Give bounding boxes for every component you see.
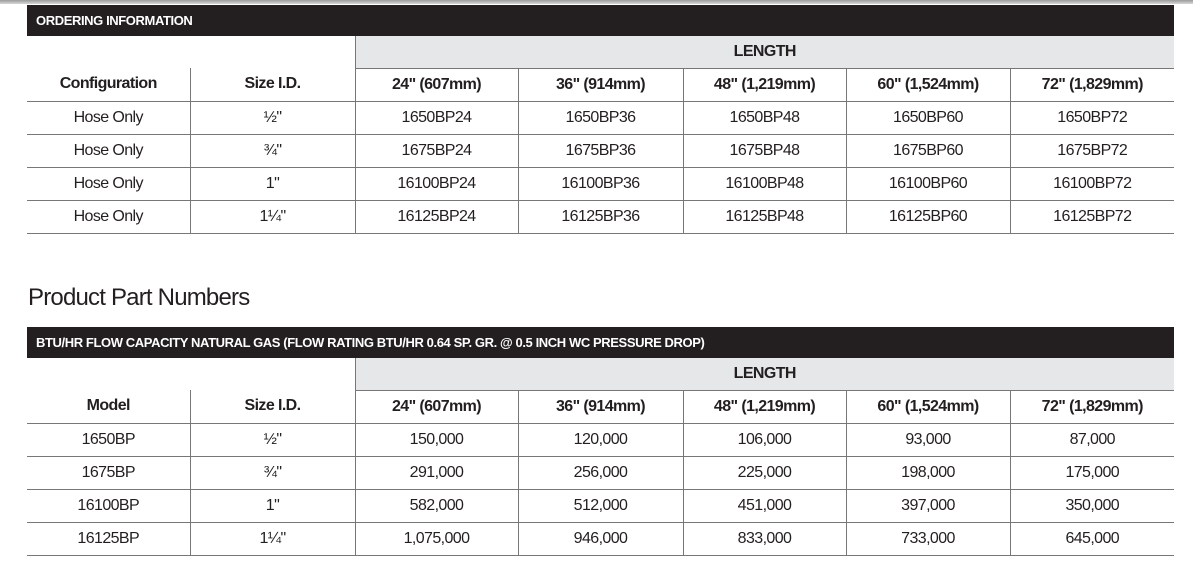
table-cell: ½" — [189, 423, 355, 457]
column-header: 72" (1,829mm) — [1009, 68, 1175, 102]
table-cell: 16125BP36 — [517, 200, 683, 234]
table-cell: 1650BP48 — [682, 101, 846, 135]
length-group-header: LENGTH — [354, 36, 1175, 69]
table-cell: 946,000 — [517, 522, 683, 556]
table-cell: 16125BP72 — [1009, 200, 1175, 234]
column-header: Configuration — [27, 68, 190, 102]
table-cell: Hose Only — [27, 167, 190, 201]
column-header: 24" (607mm) — [354, 68, 518, 102]
length-group-header: LENGTH — [354, 358, 1175, 391]
table-cell: 120,000 — [517, 423, 683, 457]
column-header: 72" (1,829mm) — [1009, 390, 1175, 424]
table-cell: 1675BP — [27, 456, 190, 490]
column-header: 24" (607mm) — [354, 390, 518, 424]
ordering-information-table: ORDERING INFORMATION LENGTH Configuration… — [27, 5, 1175, 234]
table-row: 16125BP 1¼" 1,075,000 946,000 833,000 733,000… — [27, 522, 1175, 556]
table-cell: ½" — [189, 101, 355, 135]
table-cell: 93,000 — [845, 423, 1010, 457]
table-cell: 397,000 — [845, 489, 1010, 523]
column-header: 60" (1,524mm) — [845, 390, 1010, 424]
table-cell: 16100BP48 — [682, 167, 846, 201]
table-cell: 645,000 — [1009, 522, 1175, 556]
table-cell: 16100BP60 — [845, 167, 1010, 201]
table-cell: 833,000 — [682, 522, 846, 556]
table-cell: Hose Only — [27, 134, 190, 168]
flow-capacity-table: BTU/HR FLOW CAPACITY NATURAL GAS (FLOW R… — [27, 327, 1175, 556]
table-cell: 16100BP24 — [354, 167, 518, 201]
table-cell: 1" — [189, 489, 355, 523]
table-cell: 1" — [189, 167, 355, 201]
table-cell: 16125BP60 — [845, 200, 1010, 234]
column-header: 36" (914mm) — [517, 390, 683, 424]
table-row: 1675BP ¾" 291,000 256,000 225,000 198,000 175,… — [27, 456, 1175, 490]
table-cell: 350,000 — [1009, 489, 1175, 523]
table-cell: 1¼" — [189, 522, 355, 556]
top-border — [0, 0, 1193, 4]
table-cell: 1650BP24 — [354, 101, 518, 135]
table-cell: 175,000 — [1009, 456, 1175, 490]
column-header: Size I.D. — [189, 68, 355, 102]
table-cell: 1675BP72 — [1009, 134, 1175, 168]
header-row: Configuration Size I.D. 24" (607mm) 36" (91… — [27, 68, 1175, 102]
column-header: 36" (914mm) — [517, 68, 683, 102]
table-row: 1650BP ½" 150,000 120,000 106,000 93,000 87,00… — [27, 423, 1175, 457]
column-header: Size I.D. — [189, 390, 355, 424]
section-title: Product Part Numbers — [28, 284, 250, 311]
table-cell: 1675BP48 — [682, 134, 846, 168]
table-cell: 16125BP24 — [354, 200, 518, 234]
column-header: 48" (1,219mm) — [682, 68, 846, 102]
table-cell: 291,000 — [354, 456, 518, 490]
table-cell: Hose Only — [27, 200, 190, 234]
table-cell: 150,000 — [354, 423, 518, 457]
table-cell: 1650BP36 — [517, 101, 683, 135]
table-cell: 256,000 — [517, 456, 683, 490]
table-cell: 1650BP72 — [1009, 101, 1175, 135]
table-cell: 16100BP36 — [517, 167, 683, 201]
table-cell: 733,000 — [845, 522, 1010, 556]
column-header: Model — [27, 390, 190, 424]
table-title: BTU/HR FLOW CAPACITY NATURAL GAS (FLOW R… — [27, 327, 1174, 358]
table-cell: 1675BP24 — [354, 134, 518, 168]
table-cell: 1675BP36 — [517, 134, 683, 168]
header-row: Model Size I.D. 24" (607mm) 36" (914mm) 48" … — [27, 390, 1175, 424]
table-cell: Hose Only — [27, 101, 190, 135]
table-cell: 16100BP — [27, 489, 190, 523]
table-cell: 1¼" — [189, 200, 355, 234]
table-row: 16100BP 1" 582,000 512,000 451,000 397,000 350… — [27, 489, 1175, 523]
table-row: Hose Only 1¼" 16125BP24 16125BP36 16125BP48 1… — [27, 200, 1175, 234]
table-cell: 16125BP48 — [682, 200, 846, 234]
table-cell: ¾" — [189, 134, 355, 168]
table-cell: 512,000 — [517, 489, 683, 523]
table-title: ORDERING INFORMATION — [27, 5, 1174, 36]
table-row: Hose Only ¾" 1675BP24 1675BP36 1675BP48 1675B… — [27, 134, 1175, 168]
table-cell: 16125BP — [27, 522, 190, 556]
table-cell: 225,000 — [682, 456, 846, 490]
table-row: Hose Only ½" 1650BP24 1650BP36 1650BP48 1650B… — [27, 101, 1175, 135]
column-header: 48" (1,219mm) — [682, 390, 846, 424]
table-cell: ¾" — [189, 456, 355, 490]
table-cell: 16100BP72 — [1009, 167, 1175, 201]
table-cell: 106,000 — [682, 423, 846, 457]
table-cell: 198,000 — [845, 456, 1010, 490]
table-cell: 1650BP60 — [845, 101, 1010, 135]
table-cell: 1675BP60 — [845, 134, 1010, 168]
table-row: Hose Only 1" 16100BP24 16100BP36 16100BP48 16… — [27, 167, 1175, 201]
column-header: 60" (1,524mm) — [845, 68, 1010, 102]
table-cell: 87,000 — [1009, 423, 1175, 457]
table-cell: 1,075,000 — [354, 522, 518, 556]
table-cell: 582,000 — [354, 489, 518, 523]
table-cell: 451,000 — [682, 489, 846, 523]
table-cell: 1650BP — [27, 423, 190, 457]
